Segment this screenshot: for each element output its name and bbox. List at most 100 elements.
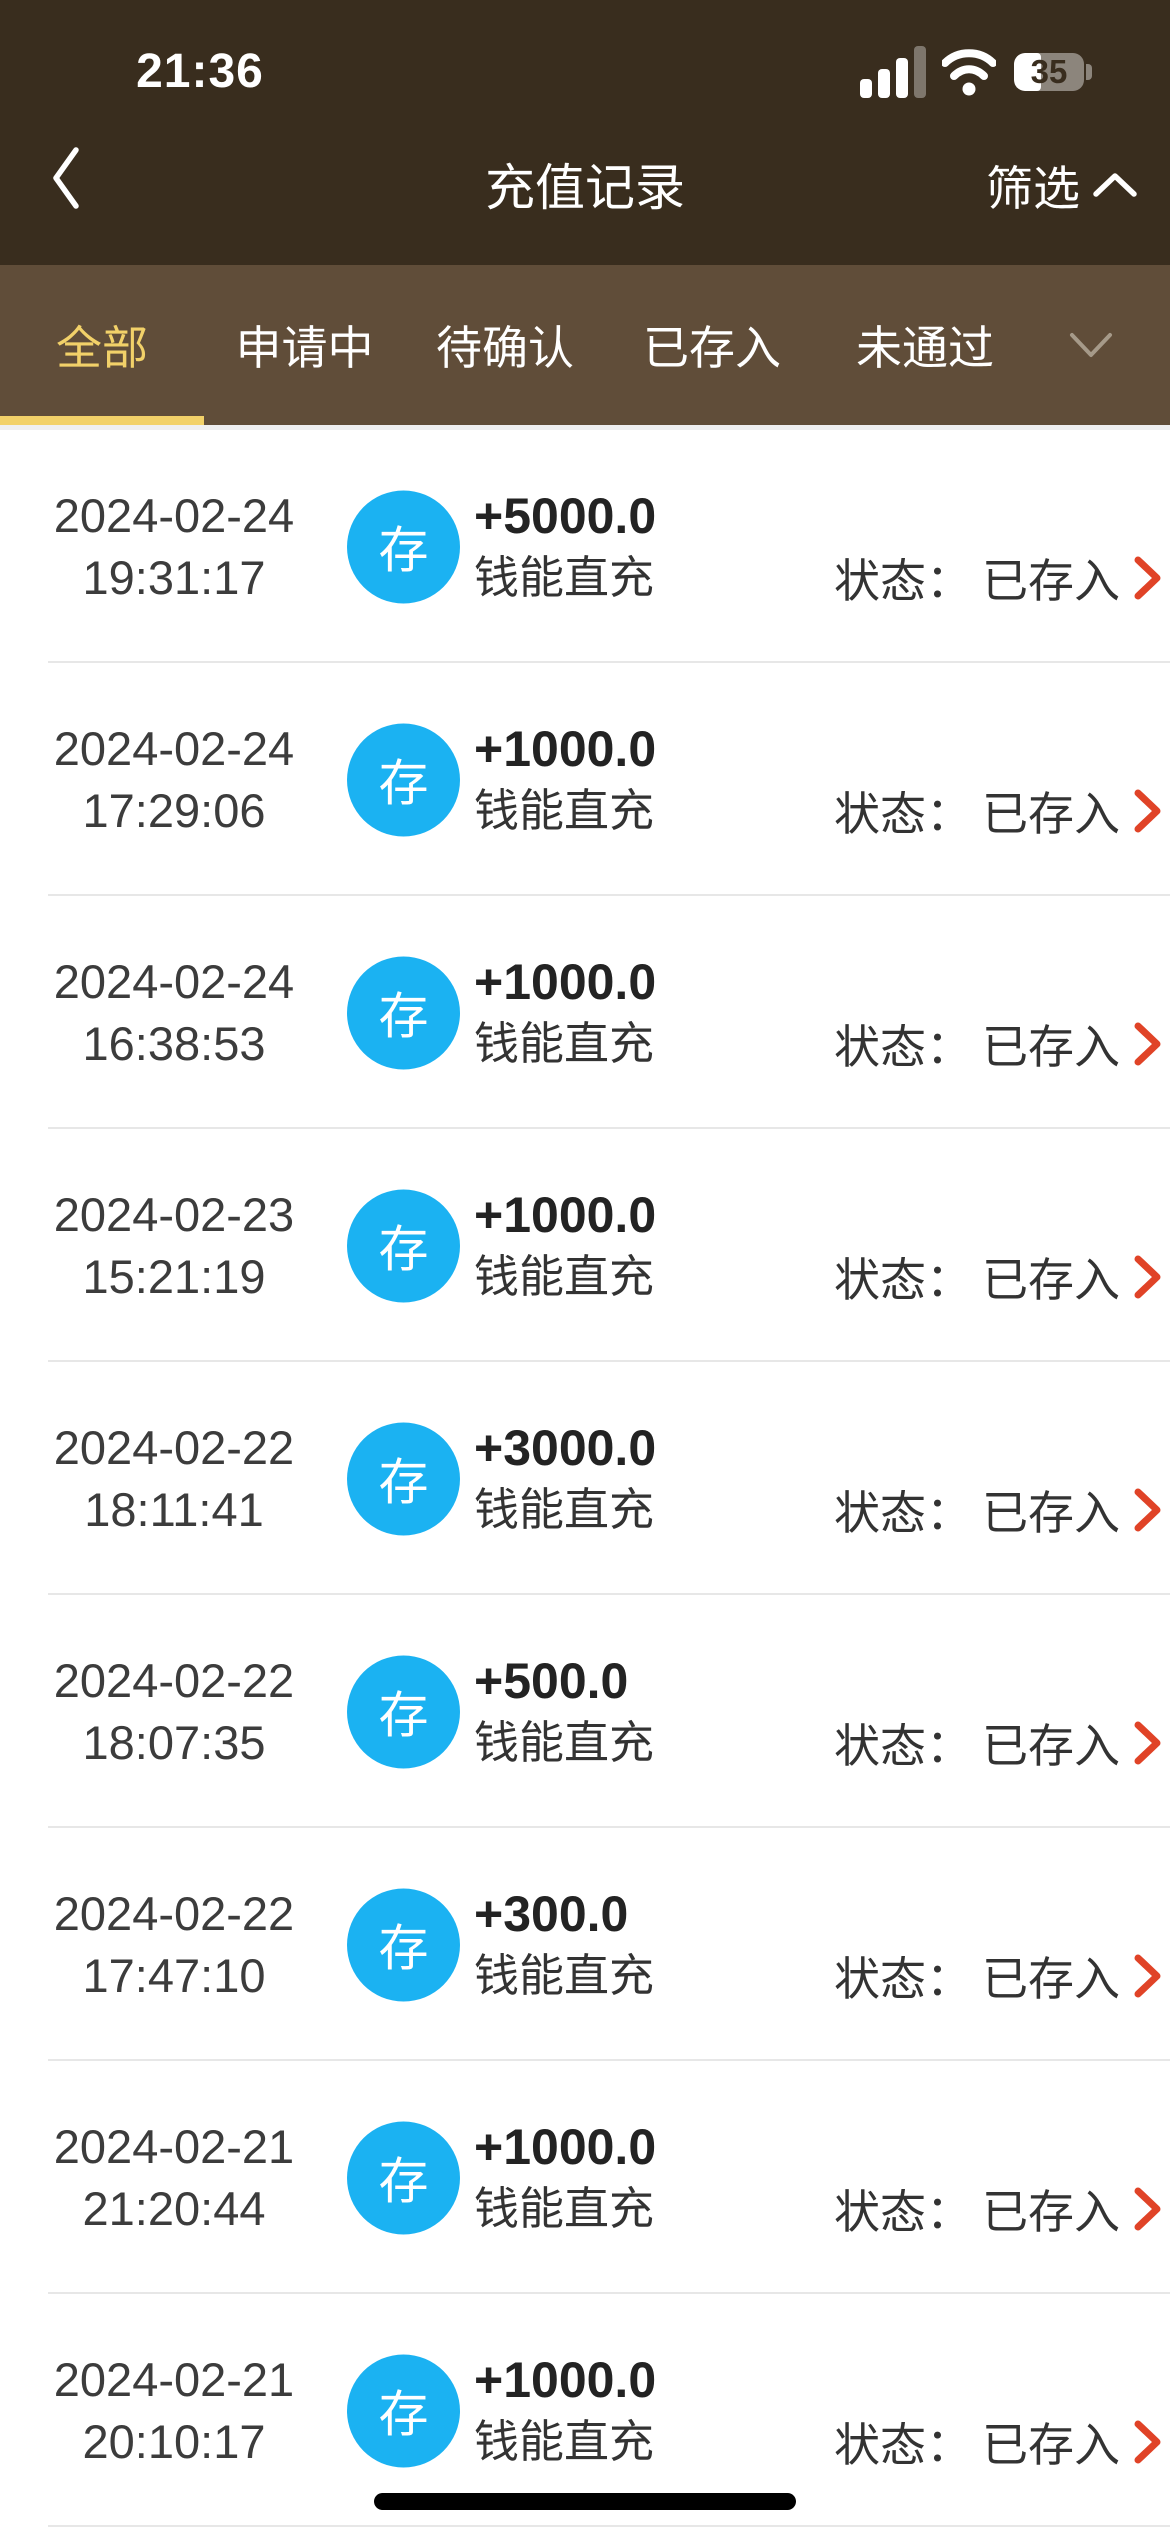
record-channel: 钱能直充	[474, 1949, 655, 2001]
deposit-badge-icon: 存	[347, 1888, 460, 2001]
record-amount: +1000.0	[474, 2118, 657, 2175]
record-status[interactable]: 状态： 已存入	[834, 1246, 1164, 1308]
back-button[interactable]	[50, 138, 120, 218]
record-row[interactable]: 2024-02-24 16:38:53 存 +1000.0 钱能直充 状态： 已…	[0, 896, 1170, 1129]
record-status[interactable]: 状态： 已存入	[834, 780, 1164, 842]
chevron-right-icon	[1134, 1954, 1161, 1997]
record-row[interactable]: 2024-02-21 20:10:17 存 +1000.0 钱能直充 状态： 已…	[0, 2294, 1170, 2527]
tab-applying[interactable]: 申请中	[235, 322, 374, 374]
record-channel: 钱能直充	[474, 1716, 655, 1768]
tab-all[interactable]: 全部	[0, 265, 204, 425]
filter-label: 筛选	[986, 162, 1080, 215]
status-value: 已存入	[982, 1253, 1120, 1306]
record-info: +5000.0 钱能直充	[474, 485, 656, 609]
tabbar-divider	[0, 425, 1170, 430]
chevron-right-icon	[1134, 2187, 1161, 2230]
deposit-badge-icon: 存	[347, 1655, 460, 1768]
chevron-down-icon	[1070, 333, 1112, 357]
record-amount: +3000.0	[474, 1419, 657, 1476]
record-channel: 钱能直充	[474, 1250, 655, 1302]
wifi-icon	[942, 49, 996, 96]
record-time: 20:10:17	[82, 2414, 266, 2468]
chevron-right-icon	[1134, 1721, 1161, 1764]
chevron-right-icon	[1134, 1022, 1161, 1065]
record-channel: 钱能直充	[474, 784, 655, 836]
record-date: 2024-02-24	[53, 954, 295, 1008]
deposit-badge-icon: 存	[347, 2121, 460, 2234]
record-time: 17:47:10	[82, 1948, 266, 2002]
status-label: 状态：	[834, 1719, 972, 1772]
filter-button[interactable]: 筛选	[986, 150, 1138, 219]
record-channel: 钱能直充	[474, 1483, 655, 1535]
record-row[interactable]: 2024-02-22 17:47:10 存 +300.0 钱能直充 状态： 已存…	[0, 1828, 1170, 2061]
status-label: 状态：	[834, 787, 972, 840]
record-status[interactable]: 状态： 已存入	[834, 1945, 1164, 2007]
record-info: +500.0 钱能直充	[474, 1650, 654, 1774]
status-value: 已存入	[982, 1952, 1120, 2005]
record-amount: +300.0	[474, 1885, 629, 1942]
status-value: 已存入	[982, 2185, 1120, 2238]
status-bar-icons: 35	[860, 42, 1092, 102]
status-value: 已存入	[982, 554, 1120, 607]
page-title: 充值记录	[485, 160, 685, 216]
record-status[interactable]: 状态： 已存入	[834, 1712, 1164, 1774]
battery-nub	[1086, 64, 1092, 80]
record-datetime: 2024-02-22 18:11:41	[45, 1417, 303, 1541]
chevron-right-icon	[1134, 556, 1161, 599]
record-row[interactable]: 2024-02-22 18:11:41 存 +3000.0 钱能直充 状态： 已…	[0, 1362, 1170, 1595]
status-label: 状态：	[834, 1486, 972, 1539]
deposit-badge-icon: 存	[347, 723, 460, 836]
record-row[interactable]: 2024-02-22 18:07:35 存 +500.0 钱能直充 状态： 已存…	[0, 1595, 1170, 1828]
record-channel: 钱能直充	[474, 2415, 655, 2467]
record-row[interactable]: 2024-02-21 21:20:44 存 +1000.0 钱能直充 状态： 已…	[0, 2061, 1170, 2294]
record-row[interactable]: 2024-02-24 17:29:06 存 +1000.0 钱能直充 状态： 已…	[0, 663, 1170, 896]
record-amount: +1000.0	[474, 720, 657, 777]
record-amount: +500.0	[474, 1652, 629, 1709]
tab-deposited[interactable]: 已存入	[643, 322, 781, 374]
record-datetime: 2024-02-24 19:31:17	[45, 485, 303, 609]
record-status[interactable]: 状态： 已存入	[834, 2178, 1164, 2240]
battery-icon: 35	[1014, 53, 1084, 91]
tab-pending[interactable]: 待确认	[436, 322, 574, 374]
record-date: 2024-02-22	[53, 1886, 295, 1940]
record-amount: +1000.0	[474, 2351, 657, 2408]
status-label: 状态：	[834, 1253, 972, 1306]
record-row[interactable]: 2024-02-23 15:21:19 存 +1000.0 钱能直充 状态： 已…	[0, 1129, 1170, 1362]
status-label: 状态：	[834, 554, 972, 607]
record-info: +1000.0 钱能直充	[474, 718, 656, 842]
record-time: 15:21:19	[82, 1249, 266, 1303]
record-status[interactable]: 状态： 已存入	[834, 547, 1164, 609]
record-date: 2024-02-24	[53, 488, 295, 542]
tabs-expand-button[interactable]	[1068, 330, 1114, 360]
record-status[interactable]: 状态： 已存入	[834, 1479, 1164, 1541]
home-indicator[interactable]	[374, 2493, 796, 2510]
record-amount: +1000.0	[474, 953, 657, 1010]
chevron-right-icon	[1134, 1488, 1161, 1531]
chevron-right-icon	[1134, 1255, 1161, 1298]
status-value: 已存入	[982, 1719, 1120, 1772]
record-date: 2024-02-23	[53, 1187, 295, 1241]
record-status[interactable]: 状态： 已存入	[834, 2411, 1164, 2473]
record-info: +1000.0 钱能直充	[474, 2349, 656, 2473]
record-channel: 钱能直充	[474, 1017, 655, 1069]
chevron-right-icon	[1134, 789, 1161, 832]
record-date: 2024-02-22	[53, 1420, 295, 1474]
tab-rejected[interactable]: 未通过	[856, 322, 994, 374]
record-info: +1000.0 钱能直充	[474, 1184, 656, 1308]
record-row[interactable]: 2024-02-24 19:31:17 存 +5000.0 钱能直充 状态： 已…	[0, 430, 1170, 663]
battery-percent: 35	[1030, 53, 1068, 90]
cellular-signal-icon	[860, 46, 926, 98]
record-info: +1000.0 钱能直充	[474, 2116, 656, 2240]
status-label: 状态：	[834, 1952, 972, 2005]
status-label: 状态：	[834, 2418, 972, 2471]
record-time: 18:07:35	[82, 1715, 266, 1769]
record-time: 17:29:06	[82, 783, 266, 837]
status-label: 状态：	[834, 1020, 972, 1073]
deposit-badge-icon: 存	[347, 490, 460, 603]
chevron-right-icon	[1134, 2420, 1161, 2463]
record-date: 2024-02-22	[53, 1653, 295, 1707]
status-value: 已存入	[982, 1020, 1120, 1073]
record-status[interactable]: 状态： 已存入	[834, 1013, 1164, 1075]
deposit-badge-icon: 存	[347, 1189, 460, 1302]
